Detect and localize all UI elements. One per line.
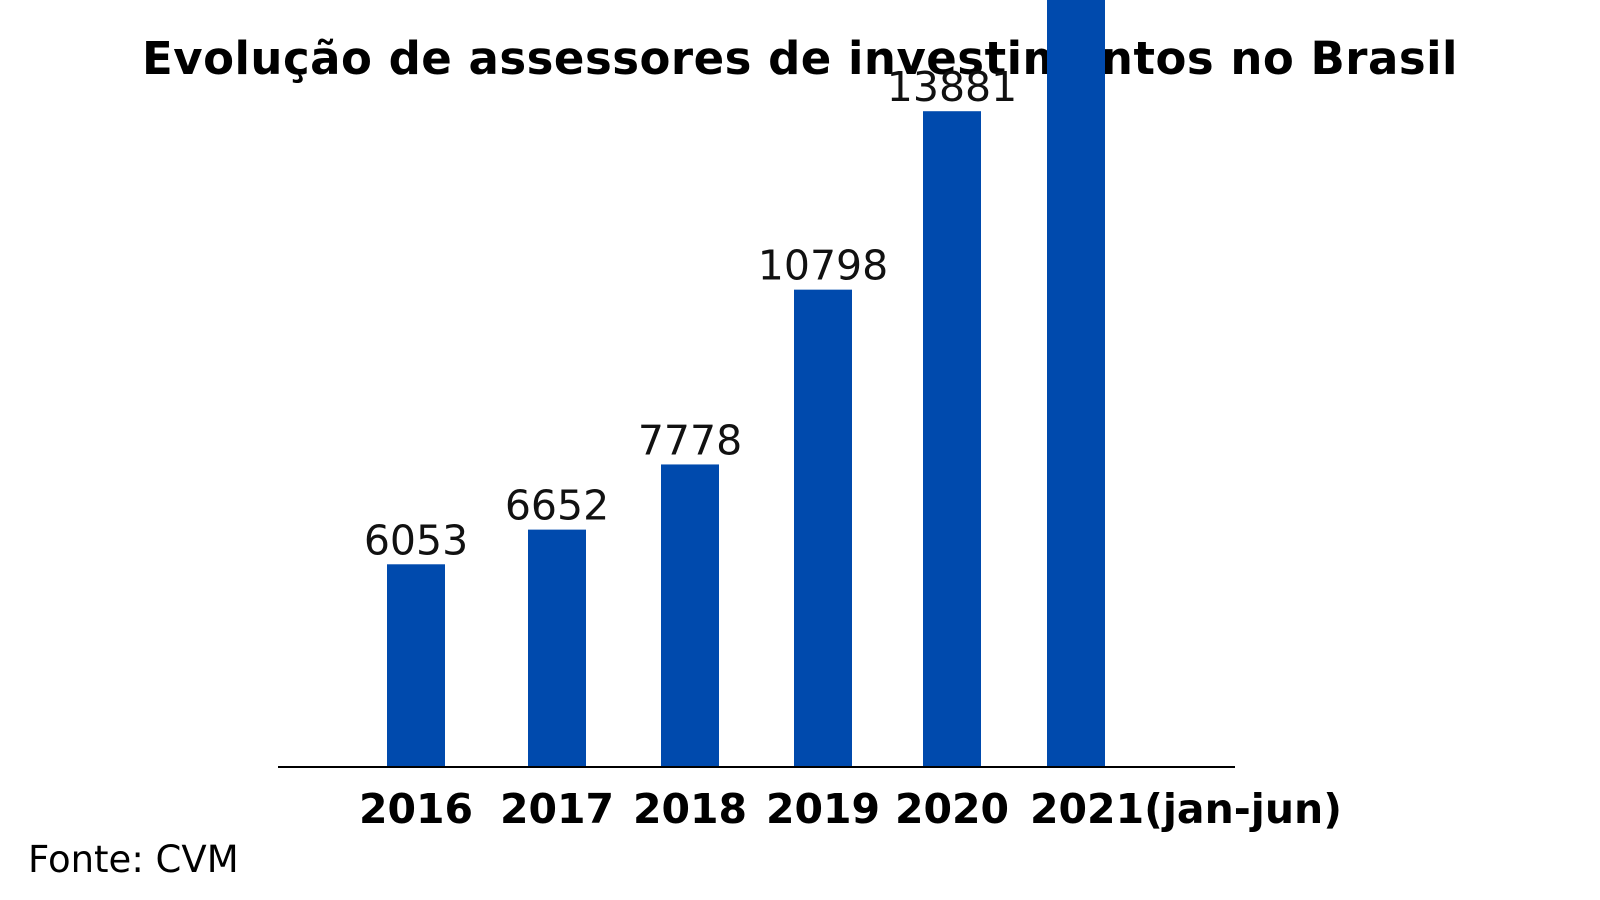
category-label-2018: 2018 <box>633 785 747 833</box>
source-note: Fonte: CVM <box>28 838 239 881</box>
category-label-2021(jan-jun): 2021(jan-jun) <box>1030 785 1342 833</box>
category-labels-group: 2016 2017 2018 2019 2020 2021(jan-jun) <box>359 785 1342 833</box>
bars-group <box>387 0 1105 768</box>
value-labels-group: 605366527778107981388115970 <box>364 63 1017 564</box>
bar-2021(jan-jun) <box>1047 0 1105 768</box>
category-label-2020: 2020 <box>895 785 1009 833</box>
value-label-2019: 10798 <box>758 242 888 290</box>
category-label-2017: 2017 <box>500 785 614 833</box>
bar-2020 <box>923 111 981 768</box>
value-label-2016: 6053 <box>364 516 468 564</box>
category-label-2016: 2016 <box>359 785 473 833</box>
bar-2016 <box>387 564 445 767</box>
value-label-2018: 7778 <box>638 416 742 464</box>
value-label-2017: 6652 <box>505 482 609 530</box>
bar-2018 <box>661 464 719 767</box>
chart-title: Evolução de assessores de investimentos … <box>142 32 1458 85</box>
bar-2017 <box>528 529 586 767</box>
bar-2019 <box>794 289 852 767</box>
category-label-2019: 2019 <box>766 785 880 833</box>
value-label-2020: 13881 <box>887 63 1017 111</box>
